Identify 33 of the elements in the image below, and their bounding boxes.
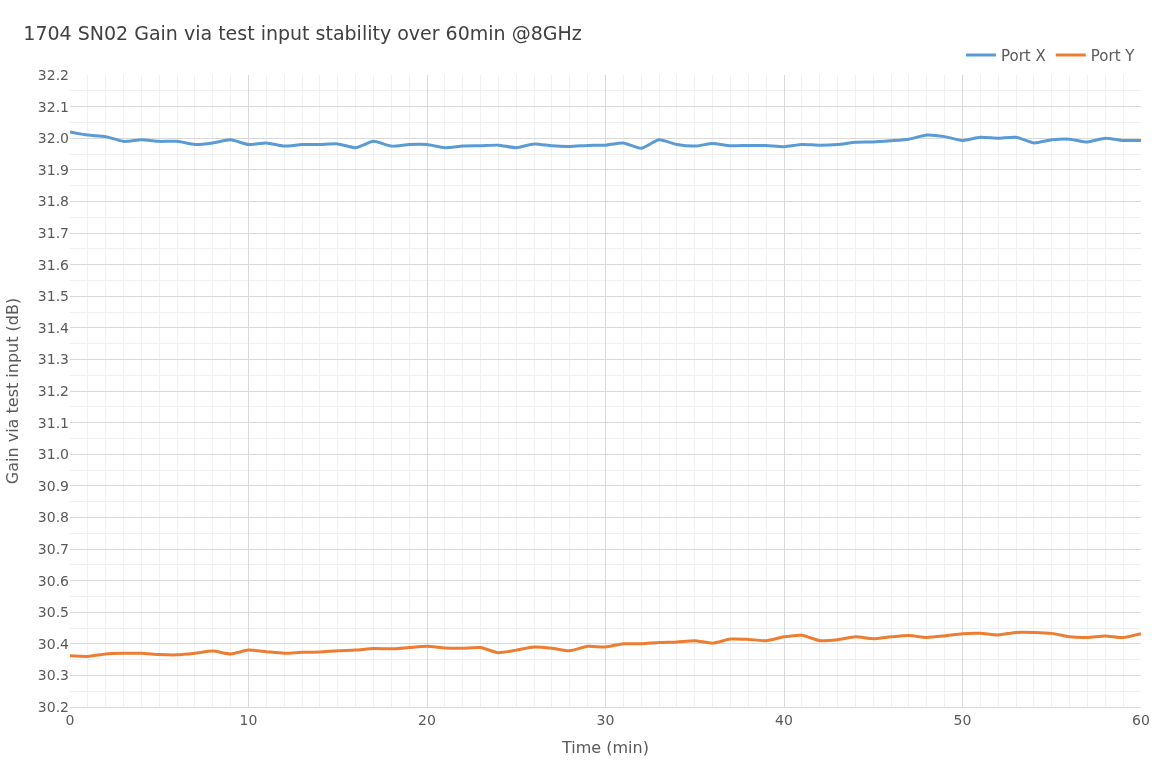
x-tick-label: 50 bbox=[953, 711, 972, 728]
y-tick-label: 32.0 bbox=[37, 130, 69, 147]
x-tick-label: 40 bbox=[775, 711, 793, 728]
y-tick-label: 31.6 bbox=[37, 256, 70, 273]
x-tick-label: 60 bbox=[1132, 711, 1150, 728]
y-tick-label: 30.7 bbox=[37, 540, 69, 557]
legend-label: Port X bbox=[1001, 46, 1046, 65]
y-tick-label: 30.3 bbox=[37, 667, 69, 684]
y-tick-label: 30.6 bbox=[37, 572, 70, 589]
y-tick-label: 31.2 bbox=[37, 382, 69, 399]
y-tick-label: 32.1 bbox=[37, 98, 69, 115]
y-tick-label: 32.2 bbox=[37, 66, 69, 83]
line-series bbox=[70, 130, 1141, 150]
y-tick-label: 30.4 bbox=[37, 635, 70, 652]
y-axis-title: Gain via test input (dB) bbox=[2, 297, 22, 485]
y-tick-label: 31.8 bbox=[37, 193, 69, 210]
y-tick-label: 30.9 bbox=[37, 477, 69, 494]
y-tick-label: 31.7 bbox=[37, 224, 69, 241]
line-series bbox=[70, 630, 1141, 658]
y-tick-label: 31.5 bbox=[37, 288, 69, 305]
y-tick-label: 30.5 bbox=[37, 604, 69, 621]
legend-label: Port Y bbox=[1090, 46, 1136, 65]
x-axis-title: Time (min) bbox=[561, 738, 649, 758]
y-tick-label: 31.0 bbox=[37, 446, 69, 463]
y-tick-label: 31.4 bbox=[37, 319, 70, 336]
x-tick-label: 20 bbox=[418, 711, 436, 728]
y-tick-label: 31.1 bbox=[37, 414, 69, 431]
x-tick-label: 10 bbox=[239, 711, 258, 728]
y-tick-label: 31.9 bbox=[37, 161, 69, 178]
chart-title: 1704 SN02 Gain via test input stability over 60min @8GHz bbox=[23, 22, 582, 45]
x-tick-label: 30 bbox=[596, 711, 615, 728]
y-tick-label: 31.3 bbox=[37, 351, 69, 368]
y-tick-label: 30.8 bbox=[37, 509, 69, 526]
